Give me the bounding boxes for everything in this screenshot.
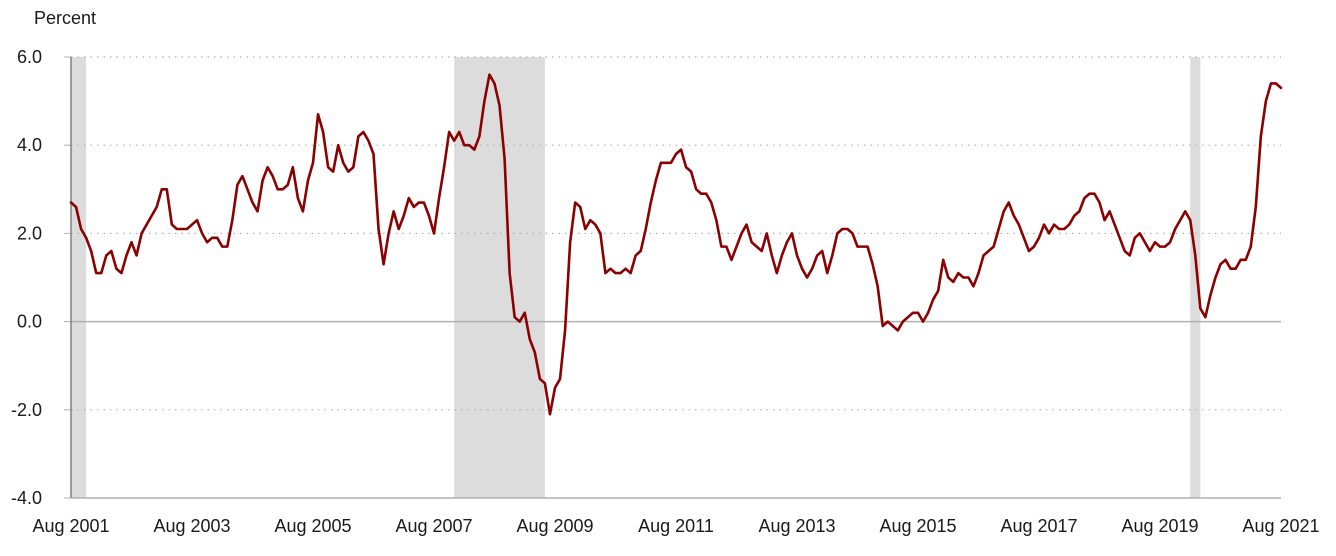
x-tick-label: Aug 2007 — [395, 516, 472, 536]
gridlines — [64, 56, 1281, 499]
tick-labels: -4.0 -2.0 0.0 2.0 4.0 6.0 Aug 2001 Aug 2003 Aug … — [11, 47, 1320, 536]
recession-band-3 — [1190, 57, 1201, 498]
x-tick-label: Aug 2019 — [1121, 516, 1198, 536]
y-tick-label: -2.0 — [11, 400, 42, 420]
y-axis-title: Percent — [34, 8, 96, 28]
recession-band-2 — [454, 57, 545, 498]
x-tick-label: Aug 2001 — [32, 516, 109, 536]
x-tick-label: Aug 2011 — [638, 516, 714, 536]
x-tick-label: Aug 2003 — [153, 516, 230, 536]
y-tick-label: 6.0 — [17, 47, 42, 67]
y-tick-label: 2.0 — [17, 223, 42, 243]
y-tick-label: 4.0 — [17, 135, 42, 155]
axes — [70, 57, 1281, 499]
x-tick-label: Aug 2013 — [758, 516, 835, 536]
x-tick-label: Aug 2017 — [1000, 516, 1077, 536]
series-layer — [69, 73, 1283, 416]
x-tick-label: Aug 2021 — [1242, 516, 1319, 536]
x-tick-label: Aug 2005 — [274, 516, 351, 536]
x-tick-label: Aug 2015 — [879, 516, 956, 536]
recession-band-1 — [71, 57, 87, 498]
y-tick-label: -4.0 — [11, 488, 42, 508]
recession-shading-layer — [71, 57, 1201, 498]
y-tick-label: 0.0 — [17, 312, 42, 332]
x-tick-label: Aug 2009 — [516, 516, 593, 536]
series-line-1 — [69, 73, 1283, 416]
